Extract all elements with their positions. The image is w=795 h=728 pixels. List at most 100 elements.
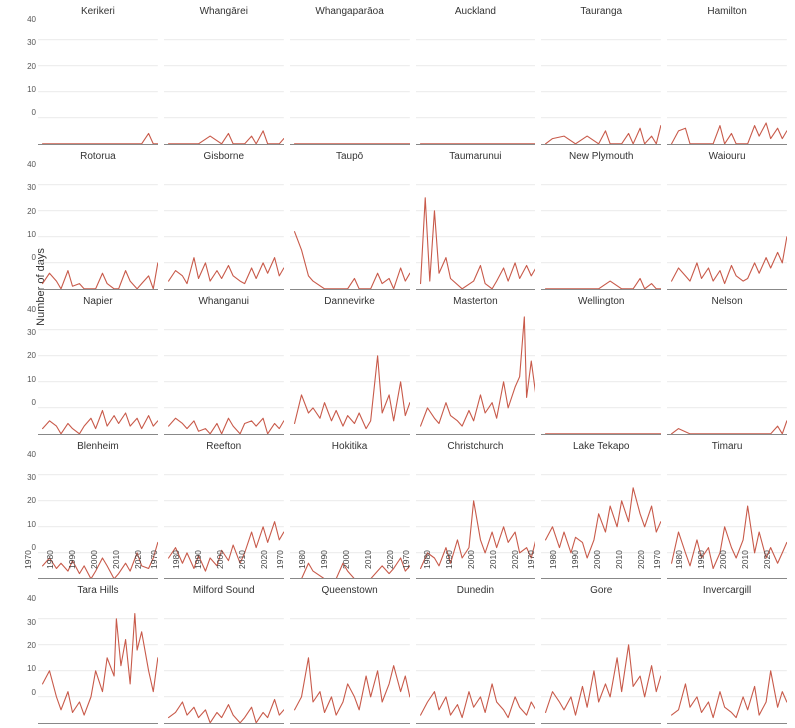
chart-panel: Tauranga [541,6,661,145]
panel-title: Invercargill [667,585,787,597]
panel-body: 4030201000 [38,164,158,290]
chart-panel: Taumarunui [416,151,536,290]
chart-panel: Whangaparāoa [290,6,410,145]
panel-title: Reefton [164,441,284,453]
x-ticks: 197019801990200020102020 [38,532,158,572]
chart-panel: Taupō [290,151,410,290]
panel-title: Taumarunui [416,151,536,163]
x-ticks: 197019801990200020102020 [416,532,536,572]
data-series [294,356,409,429]
panel-title: Masterton [416,296,536,308]
panel-body [667,164,787,290]
panel-body: 4030201000 [38,19,158,145]
data-series [168,700,283,723]
chart-panel: Invercargill [667,585,787,724]
panel-svg [38,309,158,434]
panel-title: Milford Sound [164,585,284,597]
x-ticks: 197019801990200020102020 [164,532,284,572]
data-series [294,232,409,289]
panel-body [290,598,410,724]
panel-title: Blenheim [38,441,158,453]
panel-title: Taupō [290,151,410,163]
chart-panel: Tara Hills4030201000 [38,585,158,724]
panel-svg [667,164,787,289]
panel-body [290,309,410,435]
panel-body [164,309,284,435]
panel-title: Gisborne [164,151,284,163]
chart-panel: Gisborne [164,151,284,290]
chart-panel: Gore [541,585,661,724]
panel-svg [667,598,787,723]
y-ticks: 4030201000 [18,598,36,723]
panel-title: Dannevirke [290,296,410,308]
data-series [43,263,158,289]
data-series [420,317,535,426]
chart-panel: Rotorua4030201000 [38,151,158,290]
y-ticks: 4030201000 [18,309,36,434]
data-series [294,658,409,715]
panel-title: Tauranga [541,6,661,18]
data-series [420,198,535,289]
panel-title: Hokitika [290,441,410,453]
data-series [43,614,158,715]
panel-title: Hamilton [667,6,787,18]
panel-title: Gore [541,585,661,597]
panel-title: Lake Tekapo [541,441,661,453]
panel-body [667,598,787,724]
panel-svg [416,19,536,144]
panel-title: Waiouru [667,151,787,163]
panel-svg [416,598,536,723]
panel-title: Whangaparāoa [290,6,410,18]
panel-svg [416,309,536,434]
panel-svg [541,598,661,723]
panel-body [416,309,536,435]
x-tick-row: 1970198019902000201020201970198019902000… [38,532,787,572]
panel-body [290,164,410,290]
chart-panel: Masterton [416,296,536,435]
panel-title: Nelson [667,296,787,308]
chart-panel: Auckland [416,6,536,145]
panel-svg [541,19,661,144]
panel-svg [541,309,661,434]
panel-title: Queenstown [290,585,410,597]
panel-svg [667,19,787,144]
chart-panel: Milford Sound [164,585,284,724]
x-ticks: 197019801990200020102020 [667,532,787,572]
panel-grid: Kerikeri4030201000Whangārei Whangaparāoa A… [38,6,787,532]
panel-body [164,598,284,724]
panel-svg [164,164,284,289]
data-series [546,645,661,715]
chart-panel: Hamilton [667,6,787,145]
panel-title: Napier [38,296,158,308]
y-ticks: 4030201000 [18,164,36,289]
data-series [546,126,661,144]
chart-panel: Kerikeri4030201000 [38,6,158,145]
panel-svg [541,164,661,289]
panel-body [541,598,661,724]
panel-title: Wellington [541,296,661,308]
chart-panel: New Plymouth [541,151,661,290]
chart-panel: Nelson [667,296,787,435]
panel-svg [416,164,536,289]
y-ticks: 4030201000 [18,19,36,144]
panel-svg [38,19,158,144]
x-ticks: 197019801990200020102020 [290,532,410,572]
panel-body [667,309,787,435]
data-series [546,278,661,288]
chart-panel: Whangārei [164,6,284,145]
panel-svg [290,309,410,434]
panel-svg [164,598,284,723]
chart-panel: Whanganui [164,296,284,435]
data-series [168,257,283,283]
chart-panel: Wellington [541,296,661,435]
panel-svg [164,309,284,434]
panel-body [541,19,661,145]
panel-svg [667,309,787,434]
panel-body: 4030201000 [38,598,158,724]
panel-svg [290,19,410,144]
chart-container: Number of days Kerikeri4030201000Whangār… [0,0,795,574]
panel-body: 4030201000 [38,309,158,435]
panel-title: Christchurch [416,441,536,453]
panel-title: Rotorua [38,151,158,163]
panel-title: Timaru [667,441,787,453]
